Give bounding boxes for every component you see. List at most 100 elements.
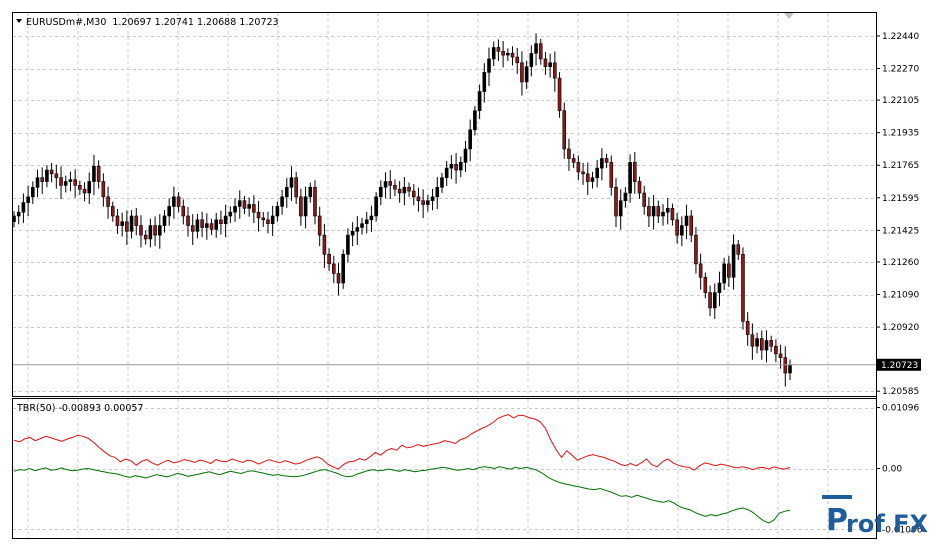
candle [506, 48, 510, 61]
price-tick-label: 1.22105 [882, 96, 919, 106]
candle [26, 185, 30, 217]
candle [346, 228, 350, 263]
candle [68, 171, 73, 192]
candle [214, 212, 219, 238]
candle [661, 204, 665, 226]
candle [317, 206, 322, 247]
candle [115, 209, 120, 234]
candle [45, 165, 49, 188]
price-axis: 1.22440 1.22270 1.22105 1.21935 1.21765 1.215… [876, 32, 919, 397]
candle [242, 195, 247, 215]
candle [684, 204, 689, 240]
candle [176, 192, 181, 213]
candle [153, 216, 157, 247]
candle [63, 175, 68, 193]
candle [332, 255, 336, 284]
candle [289, 166, 294, 201]
candle [722, 257, 726, 291]
candle [656, 200, 661, 224]
indicator-plot-frame [12, 398, 877, 539]
candle [769, 335, 773, 352]
candle [369, 205, 374, 233]
shift-marker-icon[interactable] [784, 13, 794, 19]
candle [496, 39, 501, 61]
candle [571, 153, 576, 169]
candle [402, 177, 407, 206]
candle [73, 169, 77, 198]
candle [712, 283, 717, 319]
candle [266, 211, 270, 234]
candle [520, 51, 524, 96]
candle [49, 163, 54, 183]
candle [557, 72, 562, 118]
candle [54, 164, 59, 189]
indicator-tick-label: -0.01096 [882, 525, 923, 535]
candle [120, 212, 124, 237]
candle [670, 203, 675, 226]
candle [303, 186, 308, 229]
candle [553, 51, 557, 92]
candle [731, 234, 736, 290]
candle [350, 222, 355, 247]
current-price-marker [877, 358, 921, 371]
candle [397, 181, 402, 203]
candle [487, 47, 491, 86]
candle [473, 105, 477, 136]
candle [388, 170, 393, 199]
candle [59, 166, 63, 199]
candle [313, 180, 317, 225]
candle [567, 138, 571, 171]
candle [491, 41, 496, 67]
candle [125, 210, 129, 245]
price-tick-label: 1.21425 [882, 226, 919, 236]
candle [764, 330, 769, 363]
candle [110, 201, 115, 222]
candle [407, 182, 411, 197]
candle [590, 171, 595, 189]
candle [576, 155, 581, 181]
candle [101, 173, 106, 207]
candle [82, 182, 87, 202]
candle [614, 178, 618, 227]
candle [411, 184, 416, 206]
candle [16, 205, 21, 225]
candle [360, 217, 364, 235]
candle [31, 181, 35, 204]
candle [788, 359, 792, 381]
watermark-p-letter: P [826, 503, 848, 538]
candle [252, 195, 256, 224]
candle [444, 161, 449, 187]
candle [270, 205, 275, 236]
candle [628, 154, 632, 203]
candle [548, 53, 552, 78]
candle [694, 227, 698, 274]
candle [223, 204, 228, 238]
candle [157, 214, 162, 249]
price-tick-label: 1.21260 [882, 258, 919, 268]
collapse-triangle-icon[interactable] [16, 19, 22, 23]
main-plot-frame [12, 12, 877, 397]
candle [689, 210, 694, 243]
price-tick-label: 1.22270 [882, 65, 919, 75]
candle [294, 171, 298, 204]
candle [341, 249, 346, 289]
candle [261, 212, 266, 227]
candle [534, 33, 538, 66]
candle [21, 193, 26, 224]
candle [209, 218, 214, 236]
candle [759, 330, 764, 360]
candle [524, 60, 529, 89]
watermark-text: rof FX [846, 510, 929, 538]
candle [379, 180, 383, 206]
candle [421, 189, 425, 219]
candle [665, 198, 670, 225]
candle [416, 187, 421, 212]
candle [755, 332, 759, 354]
candle [12, 211, 16, 228]
candle [623, 187, 628, 208]
candle [745, 312, 750, 346]
candle [449, 155, 454, 180]
price-tick-label: 1.20920 [882, 323, 919, 333]
